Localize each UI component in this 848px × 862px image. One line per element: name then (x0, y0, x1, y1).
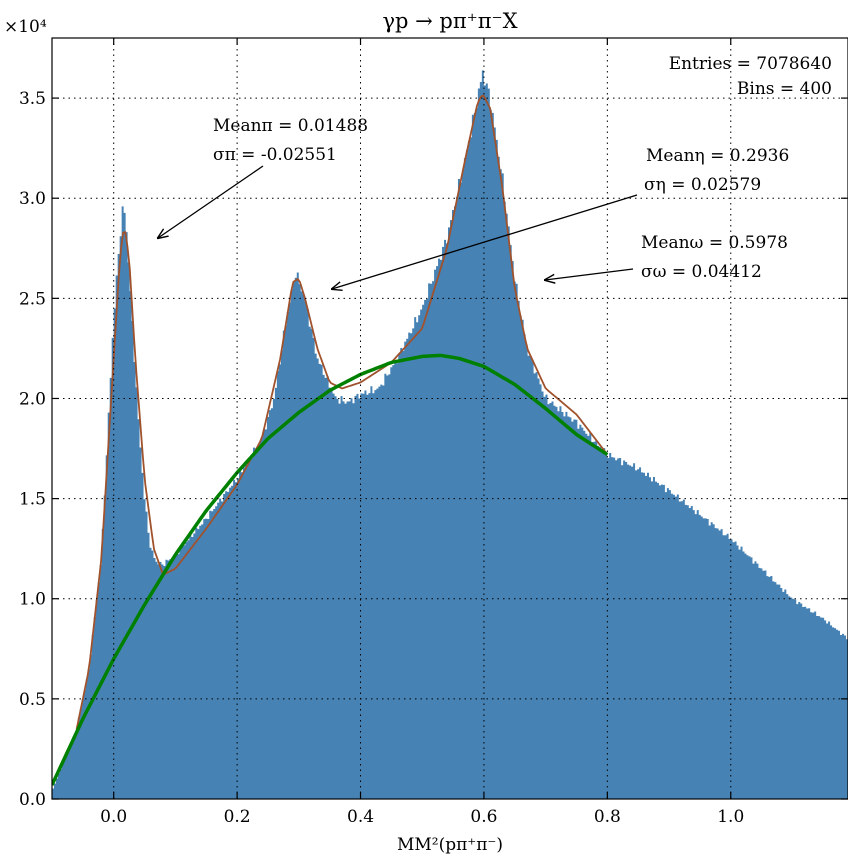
x-tick-label: 0.8 (594, 807, 621, 827)
y-tick-label: 2.0 (19, 389, 46, 409)
stats-entries: Entries = 7078640 (669, 54, 832, 74)
annotation-omega-sigma: σω = 0.04412 (641, 262, 762, 282)
annotation-eta: Meanη = 0.2936 ση = 0.02579 (332, 146, 789, 289)
y-tick-label: 2.5 (19, 289, 46, 309)
y-tick-label: 3.0 (19, 189, 46, 209)
y-tick-label: 3.5 (19, 89, 46, 109)
annotation-pi-arrow (158, 165, 264, 238)
annotation-omega: Meanω = 0.5978 σω = 0.04412 (545, 233, 788, 282)
histogram-bars (52, 70, 848, 799)
annotation-pi: Meanπ = 0.01488 σπ = -0.02551 (158, 116, 368, 238)
y-tick-label: 0.5 (19, 690, 46, 710)
y-tick-label: 0.0 (19, 790, 46, 810)
y-multiplier: ×10⁴ (4, 17, 47, 37)
annotation-omega-mean: Meanω = 0.5978 (641, 233, 788, 253)
plot-frame (51, 37, 848, 800)
y-tick-label: 1.0 (19, 590, 46, 610)
annotation-pi-mean: Meanπ = 0.01488 (213, 116, 368, 136)
axes-ticks: 0.0 0.2 0.4 0.6 0.8 1.0 0.0 0.5 1.0 1.5 2.0 2.5 3.0 3… (19, 38, 848, 827)
x-tick-label: 0.4 (347, 807, 374, 827)
x-tick-label: 0.0 (100, 807, 127, 827)
y-tick-label: 1.5 (19, 490, 46, 510)
x-tick-label: 1.0 (717, 807, 744, 827)
annotation-eta-arrow (332, 194, 638, 289)
x-tick-label: 0.2 (224, 807, 251, 827)
annotation-omega-arrow (545, 268, 634, 280)
annotation-eta-sigma: ση = 0.02579 (644, 175, 761, 195)
annotation-pi-sigma: σπ = -0.02551 (213, 145, 337, 165)
stats-bins: Bins = 400 (737, 79, 832, 99)
x-axis-label: MM²(pπ⁺π⁻) (397, 835, 503, 855)
x-tick-label: 0.6 (470, 807, 497, 827)
plot-area (52, 70, 848, 799)
annotation-eta-mean: Meanη = 0.2936 (646, 146, 789, 166)
chart-title: γp → pπ⁺π⁻X (382, 9, 517, 33)
fit-background-curve (52, 353, 609, 786)
grid (52, 38, 848, 799)
